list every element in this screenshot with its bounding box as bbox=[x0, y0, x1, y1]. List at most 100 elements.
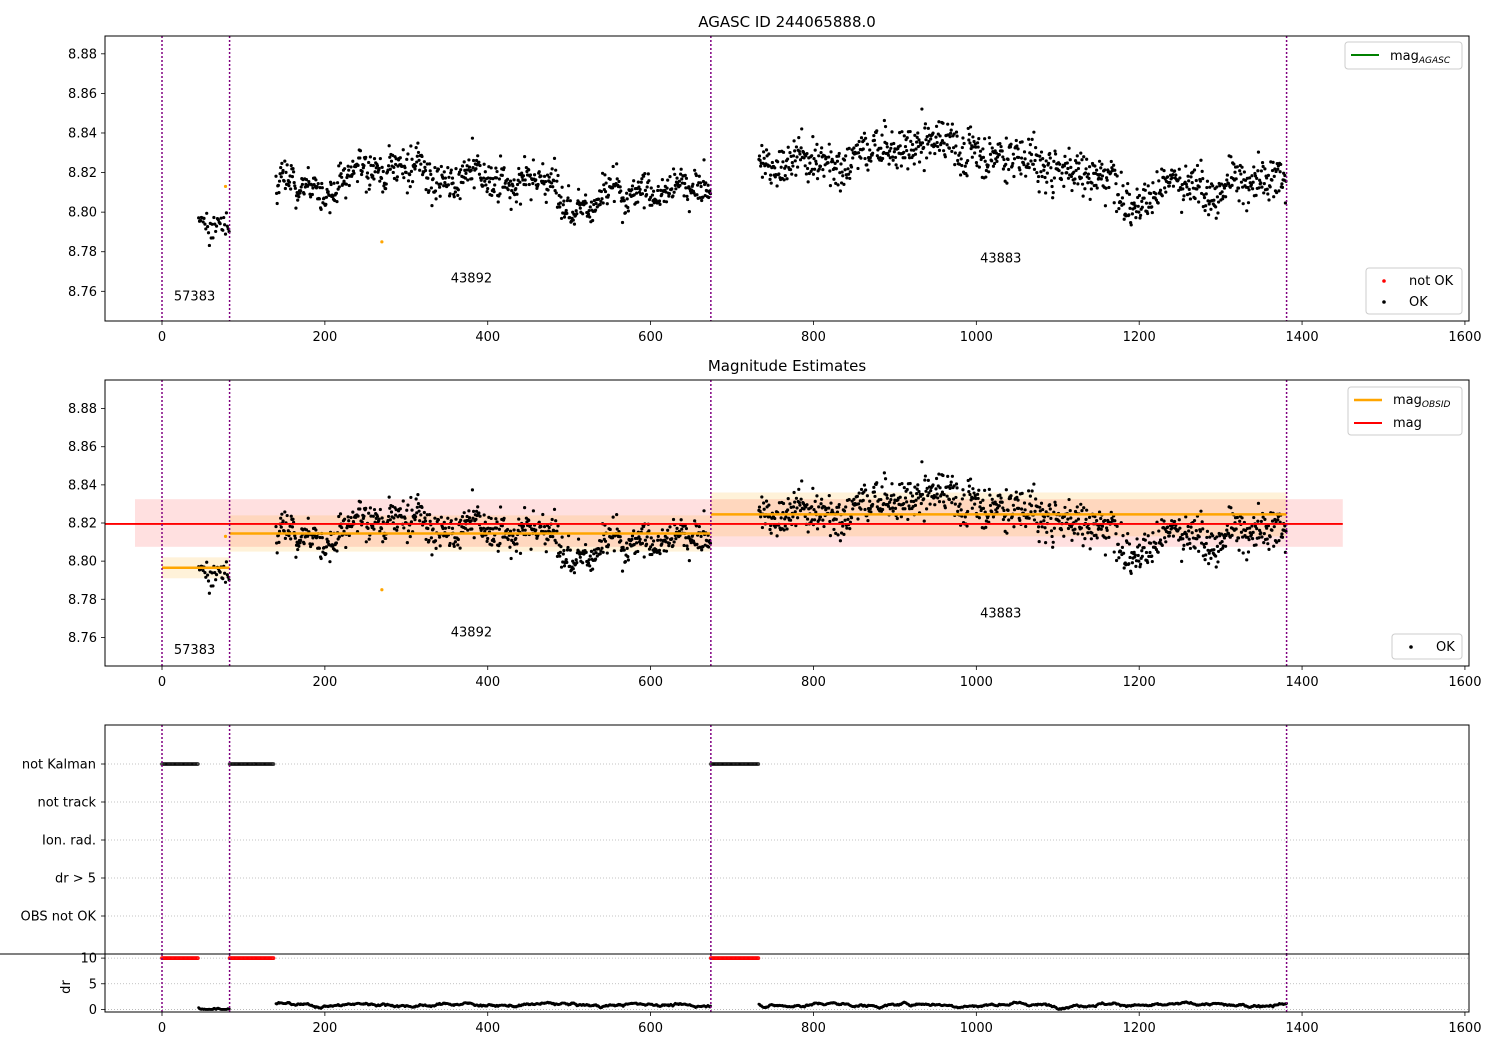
ok-point bbox=[1086, 172, 1091, 176]
ok-point bbox=[634, 541, 639, 545]
ok-point bbox=[626, 558, 630, 562]
ok-point bbox=[1199, 509, 1203, 513]
ok-point bbox=[542, 525, 547, 529]
ok-point bbox=[436, 518, 441, 522]
ok-point bbox=[797, 487, 801, 491]
ok-point bbox=[1259, 181, 1263, 185]
ok-point bbox=[1082, 506, 1086, 510]
ok-point bbox=[1119, 549, 1123, 554]
ok-point bbox=[428, 162, 432, 166]
ok-point bbox=[310, 542, 314, 546]
ok-point bbox=[1034, 497, 1038, 501]
ok-point bbox=[683, 524, 687, 528]
ok-point bbox=[225, 224, 229, 228]
ok-point bbox=[1193, 196, 1197, 201]
ok-point bbox=[338, 512, 343, 516]
ok-point bbox=[1252, 515, 1256, 520]
ok-point bbox=[922, 519, 926, 523]
ok-point bbox=[441, 526, 445, 531]
ok-point bbox=[224, 560, 229, 564]
ok-point bbox=[984, 525, 988, 529]
ok-point bbox=[1136, 553, 1140, 558]
ok-point bbox=[1185, 185, 1189, 189]
ok-point bbox=[302, 541, 306, 546]
ok-point bbox=[389, 159, 394, 163]
ok-point bbox=[1214, 216, 1218, 220]
ok-point bbox=[471, 516, 475, 520]
ok-point bbox=[282, 179, 286, 183]
ok-point bbox=[1034, 146, 1038, 150]
ok-point bbox=[494, 517, 498, 521]
ok-point bbox=[1249, 183, 1254, 187]
ok-point bbox=[879, 497, 883, 502]
ok-point bbox=[1142, 196, 1146, 200]
ok-point bbox=[377, 166, 381, 171]
ok-point bbox=[205, 560, 209, 564]
ok-point bbox=[551, 535, 555, 539]
ok-point bbox=[520, 171, 524, 175]
ok-point bbox=[1181, 198, 1185, 202]
ok-point bbox=[514, 536, 518, 541]
ok-point bbox=[912, 148, 916, 152]
ok-point bbox=[981, 155, 986, 159]
ok-point bbox=[626, 209, 630, 213]
ok-point bbox=[495, 169, 499, 174]
ok-point bbox=[414, 497, 418, 501]
ok-point bbox=[967, 484, 971, 488]
ok-point bbox=[971, 145, 976, 149]
ok-point bbox=[294, 555, 298, 559]
ok-point bbox=[1151, 181, 1155, 185]
ok-point bbox=[1023, 157, 1027, 161]
ok-point bbox=[562, 215, 567, 219]
ok-point bbox=[1235, 189, 1239, 193]
ok-point bbox=[775, 534, 779, 538]
ok-point bbox=[372, 507, 377, 512]
ok-point bbox=[596, 546, 601, 551]
ok-point bbox=[467, 165, 472, 169]
ok-point bbox=[560, 185, 564, 189]
ok-point bbox=[1044, 191, 1048, 195]
ok-point bbox=[423, 519, 428, 523]
ok-point bbox=[337, 164, 341, 168]
ok-point bbox=[913, 152, 918, 156]
ok-point bbox=[285, 163, 289, 167]
ok-point bbox=[808, 161, 812, 165]
ok-point bbox=[555, 529, 559, 533]
ok-point bbox=[941, 500, 946, 504]
ok-point bbox=[638, 537, 642, 541]
ok-point bbox=[415, 154, 419, 158]
ok-point bbox=[1086, 531, 1090, 535]
ok-point bbox=[1197, 535, 1201, 539]
ok-point bbox=[828, 533, 833, 538]
ok-point bbox=[995, 159, 999, 163]
ok-point bbox=[1277, 539, 1281, 543]
ok-point bbox=[439, 164, 443, 169]
ok-point bbox=[576, 187, 581, 191]
ok-point bbox=[1258, 528, 1262, 532]
ok-point bbox=[659, 538, 663, 542]
ok-point bbox=[605, 551, 609, 555]
ok-point bbox=[976, 492, 980, 496]
ok-point bbox=[1198, 529, 1203, 533]
ok-point bbox=[683, 181, 687, 186]
ok-point bbox=[1140, 199, 1144, 203]
ok-point bbox=[423, 165, 427, 169]
ok-point bbox=[1192, 518, 1197, 523]
ok-point bbox=[572, 571, 577, 575]
ok-point bbox=[280, 171, 285, 175]
ok-point bbox=[764, 499, 769, 503]
ok-point bbox=[1072, 181, 1076, 185]
ok-point bbox=[1146, 211, 1150, 216]
ok-point bbox=[1116, 542, 1120, 546]
y-tick-label: 0 bbox=[89, 1003, 97, 1018]
ok-point bbox=[426, 526, 430, 531]
ok-point bbox=[1062, 184, 1066, 188]
ok-point bbox=[508, 179, 513, 183]
ok-point bbox=[388, 518, 392, 522]
ok-point bbox=[1245, 558, 1249, 562]
ok-point bbox=[640, 527, 644, 531]
ok-point bbox=[395, 175, 399, 179]
ok-point bbox=[206, 224, 210, 229]
ok-point bbox=[799, 497, 803, 501]
ok-point bbox=[1216, 200, 1221, 204]
